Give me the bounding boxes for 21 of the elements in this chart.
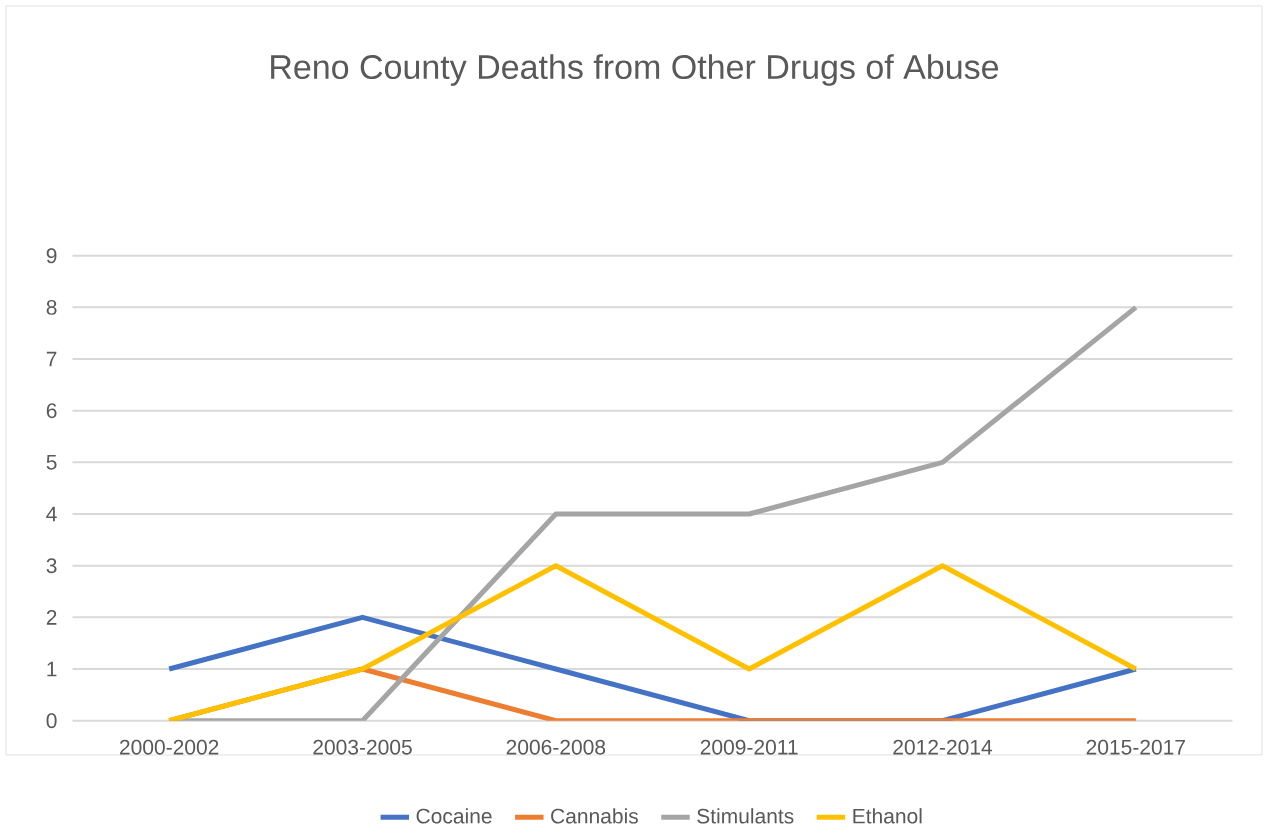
y-tick-label: 7 <box>46 351 57 367</box>
x-tick-label: 2009-2011 <box>700 739 798 755</box>
y-tick-label: 9 <box>46 248 57 263</box>
y-tick-label: 8 <box>46 299 57 315</box>
y-tick-label: 4 <box>46 506 57 522</box>
x-tick-label: 2006-2008 <box>506 739 606 755</box>
legend-label: Cannabis <box>551 807 638 824</box>
x-tick-label: 2000-2002 <box>120 739 219 755</box>
y-tick-label: 6 <box>46 403 57 418</box>
y-tick-label: 2 <box>46 609 57 625</box>
y-tick-label: 0 <box>46 713 57 728</box>
x-tick-label: 2003-2005 <box>313 739 412 755</box>
y-tick-label: 5 <box>46 454 57 470</box>
chart-title: Reno County Deaths from Other Drugs of Abuse <box>271 53 999 86</box>
legend-label: Cocaine <box>416 807 492 824</box>
legend-label: Stimulants <box>697 807 794 824</box>
x-tick-label: 2015-2017 <box>1086 739 1185 755</box>
legend-label: Ethanol <box>853 807 922 824</box>
y-tick-label: 3 <box>46 558 57 573</box>
y-tick-label: 1 <box>47 661 57 677</box>
x-tick-label: 2012-2014 <box>893 739 993 755</box>
